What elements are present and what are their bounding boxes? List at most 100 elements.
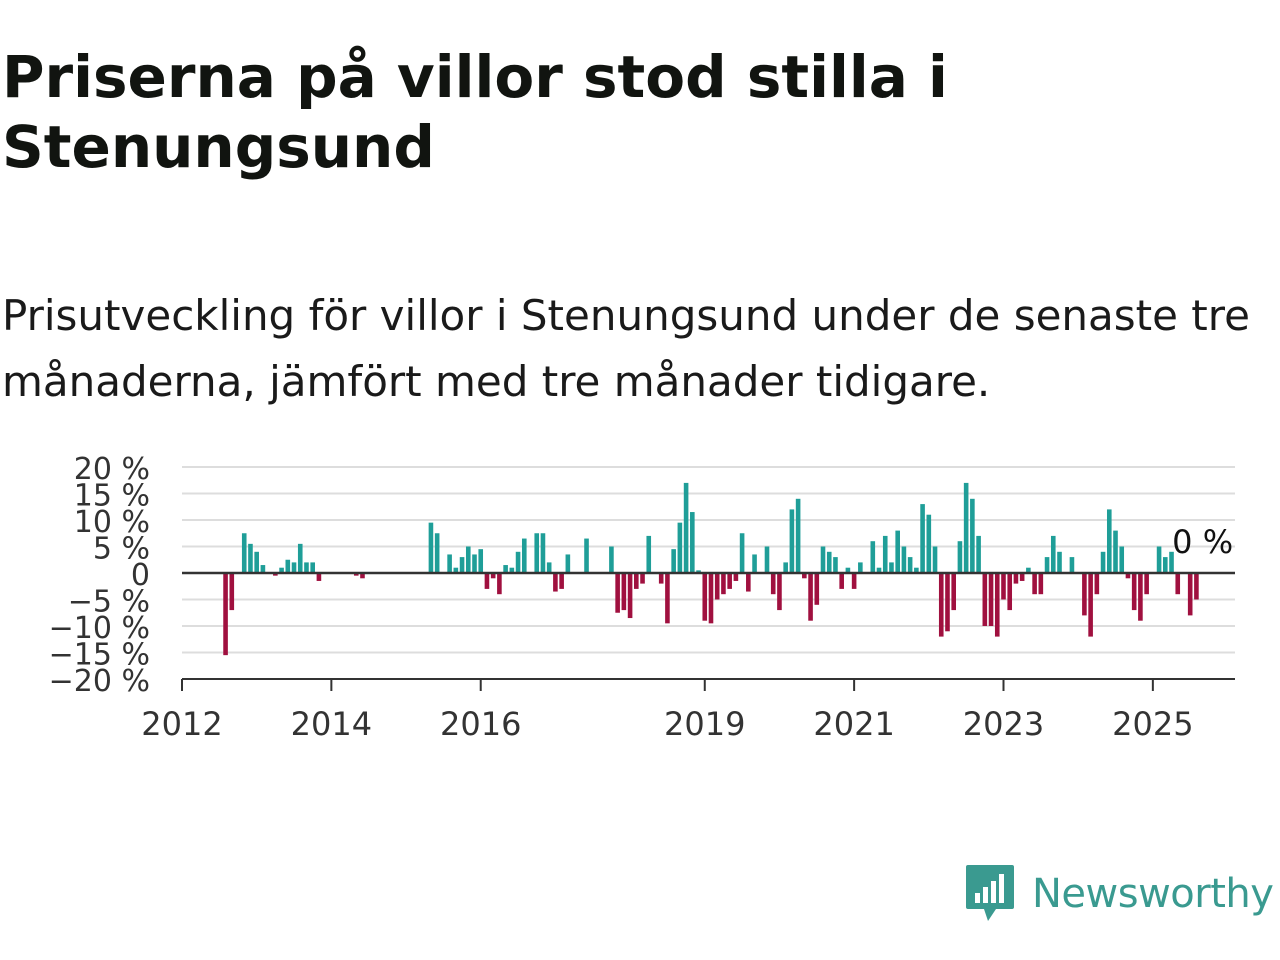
bar [584, 538, 589, 573]
bar [876, 567, 882, 573]
bar [690, 512, 695, 573]
y-tick-label: −5 % [68, 585, 150, 620]
bar [696, 570, 701, 573]
brand-name: Newsworthy [1032, 871, 1274, 917]
bar [1026, 567, 1031, 573]
bar [478, 549, 484, 573]
bar [988, 573, 994, 626]
bar [241, 533, 247, 573]
bar [702, 573, 708, 621]
bar [833, 557, 838, 573]
bar [646, 535, 652, 573]
bar [982, 573, 988, 626]
bar [1119, 546, 1125, 573]
bar [721, 573, 726, 595]
bar [1069, 557, 1075, 573]
bar [671, 549, 676, 573]
bar [627, 573, 633, 619]
bar [945, 573, 950, 632]
bar [640, 573, 645, 584]
bar [553, 573, 558, 592]
bar [951, 573, 957, 611]
bar [621, 573, 627, 611]
bar [260, 565, 266, 573]
bar [1194, 573, 1199, 600]
bar [802, 573, 807, 579]
bar [820, 546, 826, 573]
bar [752, 554, 757, 573]
bar [708, 573, 714, 624]
bar [304, 562, 309, 573]
bar [1094, 573, 1100, 595]
bar [546, 562, 552, 573]
x-tick-label: 2012 [141, 705, 222, 740]
bar [1144, 573, 1149, 595]
bar [634, 573, 639, 589]
newsworthy-logo-icon [966, 865, 1014, 921]
bar [1044, 557, 1050, 573]
bars [223, 482, 1199, 656]
bar [677, 522, 683, 573]
bar [428, 522, 434, 573]
bar [795, 498, 801, 573]
bar [714, 573, 720, 600]
bar [1038, 573, 1044, 595]
y-tick-label: −15 % [49, 638, 150, 673]
bar [994, 573, 1000, 637]
bar [907, 557, 913, 573]
bar [789, 509, 795, 573]
x-tick-label: 2025 [1112, 705, 1193, 740]
bar [484, 573, 490, 589]
bar [503, 565, 508, 573]
y-tick-label: −10 % [49, 611, 150, 646]
bar [559, 573, 564, 589]
bar [465, 546, 471, 573]
bar [882, 535, 888, 573]
bar [279, 567, 284, 573]
bar [808, 573, 813, 621]
bar [901, 546, 907, 573]
bar [889, 562, 894, 573]
bar [963, 482, 969, 573]
bar [826, 551, 832, 573]
bar [1175, 573, 1181, 595]
bar-chart: 20 %15 %10 %5 %0−5 %−10 %−15 %−20 % 2012 2… [49, 452, 1235, 740]
bar [521, 538, 527, 573]
bar [1113, 530, 1118, 573]
bar [895, 530, 900, 573]
bar [459, 557, 465, 573]
chart-subtitle: Prisutveckling för villor i Stenungsund … [2, 291, 1250, 406]
bar [851, 573, 857, 589]
y-tick-label: 15 % [74, 479, 150, 514]
bar [957, 541, 963, 573]
bar [291, 562, 297, 573]
x-tick-label: 2023 [963, 705, 1044, 740]
bar [1019, 573, 1025, 581]
y-tick-label: 20 % [74, 452, 150, 487]
bar [770, 573, 776, 595]
x-tick-label: 2014 [291, 705, 372, 740]
bar [739, 533, 745, 573]
bar [814, 573, 820, 605]
bar [970, 498, 975, 573]
bar [515, 551, 521, 573]
bar [839, 573, 844, 589]
bar [1100, 551, 1106, 573]
bar [1001, 573, 1006, 600]
bar [223, 573, 228, 656]
x-tick-label: 2019 [664, 705, 745, 740]
x-tick-label: 2021 [813, 705, 894, 740]
bar [1138, 573, 1143, 621]
bar [777, 573, 782, 611]
bar [926, 514, 932, 573]
bar [658, 573, 664, 584]
bar [453, 567, 459, 573]
bar [565, 554, 571, 573]
y-tick-label: 0 [131, 558, 150, 593]
x-tick-label: 2016 [440, 705, 521, 740]
bar [1088, 573, 1093, 637]
bar [976, 535, 981, 573]
y-tick-label: 5 % [93, 532, 150, 567]
bar [733, 573, 739, 581]
bar [914, 567, 919, 573]
